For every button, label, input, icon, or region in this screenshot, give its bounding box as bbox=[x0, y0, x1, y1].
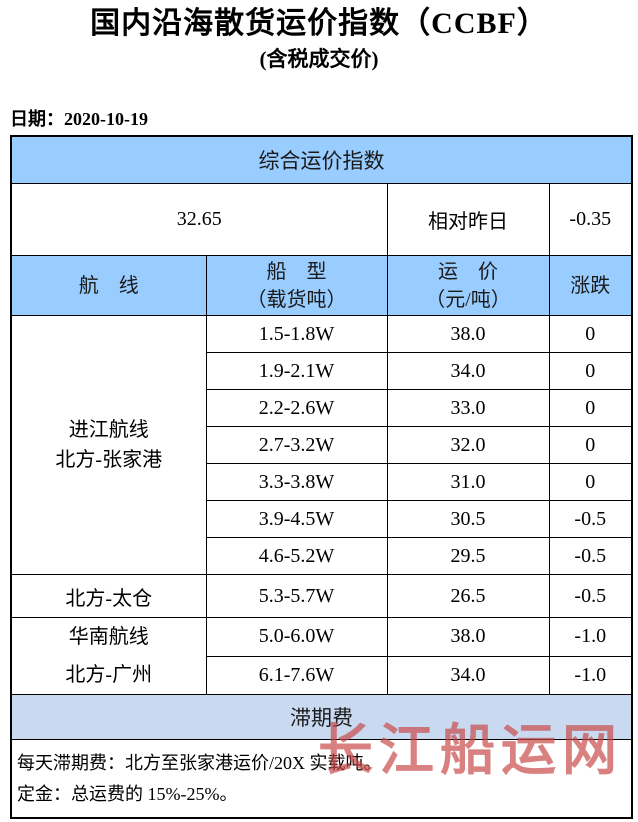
ship-type-unit: （载货吨） bbox=[246, 288, 347, 311]
demurrage-note-line: 每天滞期费：北方至张家港运价/20X 实载吨。 bbox=[17, 752, 382, 773]
column-header-ship-type: 船 型 （载货吨） bbox=[205, 255, 388, 316]
relative-yesterday-value: -0.35 bbox=[548, 183, 633, 256]
composite-index-band: 综合运价指数 bbox=[10, 135, 633, 184]
table-row: 3.9-4.5W 30.5 -0.5 bbox=[11, 500, 633, 538]
date-label: 日期：2020-10-19 bbox=[10, 109, 148, 129]
price-value: 38.0 bbox=[386, 617, 550, 657]
demurrage-notes: 每天滞期费：北方至张家港运价/20X 实载吨。 定金：总运费的 15%-25%。 bbox=[10, 739, 633, 819]
price-value: 34.0 bbox=[386, 655, 550, 695]
route-cell-jinjiang: 进江航线 北方-张家港 bbox=[10, 315, 207, 575]
page-subtitle: (含税成交价) bbox=[259, 47, 379, 71]
column-header-price: 运 价 （元/吨） bbox=[386, 255, 550, 316]
price-value: 30.5 bbox=[386, 500, 550, 538]
price-value: 34.0 bbox=[386, 352, 550, 390]
column-header-change: 涨跌 bbox=[548, 255, 633, 316]
route-line: 进江航线 bbox=[68, 419, 149, 441]
ship-type-value: 5.3-5.7W bbox=[205, 574, 388, 618]
change-value: 0 bbox=[548, 389, 633, 427]
composite-index-value: 32.65 bbox=[10, 183, 388, 256]
ship-type-value: 6.1-7.6W bbox=[205, 655, 388, 695]
column-header-route: 航 线 bbox=[10, 255, 207, 316]
change-value: -0.5 bbox=[548, 574, 633, 618]
ship-type-value: 2.7-3.2W bbox=[205, 426, 388, 464]
table-row: 华南航线 北方-广州 5.0-6.0W 38.0 -1.0 bbox=[10, 617, 633, 695]
change-value: -0.5 bbox=[548, 537, 633, 575]
price-value: 38.0 bbox=[386, 315, 550, 353]
table-row: 3.3-3.8W 31.0 0 bbox=[11, 463, 633, 501]
route-line: 华南航线 bbox=[68, 626, 149, 648]
table-row: 进江航线 北方-张家港 1.5-1.8W 38.0 0 bbox=[10, 315, 633, 575]
change-value: 0 bbox=[548, 315, 633, 353]
column-header-row: 航 线 船 型 （载货吨） 运 价 （元/吨） 涨跌 bbox=[10, 255, 633, 316]
freight-index-table: 综合运价指数 32.65 相对昨日 -0.35 航 线 船 型 （载货吨） 运 … bbox=[10, 135, 633, 819]
table-row: 6.1-7.6W 34.0 -1.0 bbox=[11, 655, 633, 695]
table-row: 4.6-5.2W 29.5 -0.5 bbox=[11, 537, 633, 575]
price-label: 运 价 bbox=[438, 260, 498, 283]
route-cell-huanan: 华南航线 北方-广州 bbox=[10, 617, 207, 695]
ship-type-value: 1.9-2.1W bbox=[205, 352, 388, 390]
price-value: 31.0 bbox=[386, 463, 550, 501]
demurrage-header: 滞期费 bbox=[10, 694, 633, 740]
price-value: 32.0 bbox=[386, 426, 550, 464]
ship-type-value: 1.5-1.8W bbox=[205, 315, 388, 353]
demurrage-notes-row: 每天滞期费：北方至张家港运价/20X 实载吨。 定金：总运费的 15%-25%。 bbox=[10, 739, 633, 819]
demurrage-note-line: 定金：总运费的 15%-25%。 bbox=[17, 783, 238, 804]
relative-yesterday-label: 相对昨日 bbox=[386, 183, 550, 256]
composite-index-header: 综合运价指数 bbox=[10, 135, 633, 184]
ship-type-value: 4.6-5.2W bbox=[205, 537, 388, 575]
ship-type-label: 船 型 bbox=[266, 260, 327, 283]
price-value: 29.5 bbox=[386, 537, 550, 575]
ship-type-value: 3.9-4.5W bbox=[205, 500, 388, 538]
change-value: 0 bbox=[548, 463, 633, 501]
change-value: 0 bbox=[548, 426, 633, 464]
page-title: 国内沿海散货运价指数（CCBF） bbox=[90, 7, 548, 40]
change-value: -0.5 bbox=[548, 500, 633, 538]
composite-index-row: 32.65 相对昨日 -0.35 bbox=[10, 183, 633, 256]
ship-type-value: 2.2-2.6W bbox=[205, 389, 388, 427]
route-cell-taicang: 北方-太仓 bbox=[10, 574, 207, 618]
price-value: 33.0 bbox=[386, 389, 550, 427]
change-value: 0 bbox=[548, 352, 633, 390]
table-row: 北方-太仓 5.3-5.7W 26.5 -0.5 bbox=[10, 574, 633, 618]
table-row: 2.7-3.2W 32.0 0 bbox=[11, 426, 633, 464]
ship-type-value: 3.3-3.8W bbox=[205, 463, 388, 501]
demurrage-band: 滞期费 bbox=[10, 694, 633, 740]
change-value: -1.0 bbox=[548, 655, 633, 695]
price-unit: （元/吨） bbox=[425, 288, 511, 311]
route-line: 北方-张家港 bbox=[55, 449, 163, 471]
table-row: 1.9-2.1W 34.0 0 bbox=[11, 352, 633, 390]
change-value: -1.0 bbox=[548, 617, 633, 657]
ship-type-value: 5.0-6.0W bbox=[205, 617, 388, 657]
route-line: 北方-广州 bbox=[65, 664, 153, 686]
price-value: 26.5 bbox=[386, 574, 550, 618]
